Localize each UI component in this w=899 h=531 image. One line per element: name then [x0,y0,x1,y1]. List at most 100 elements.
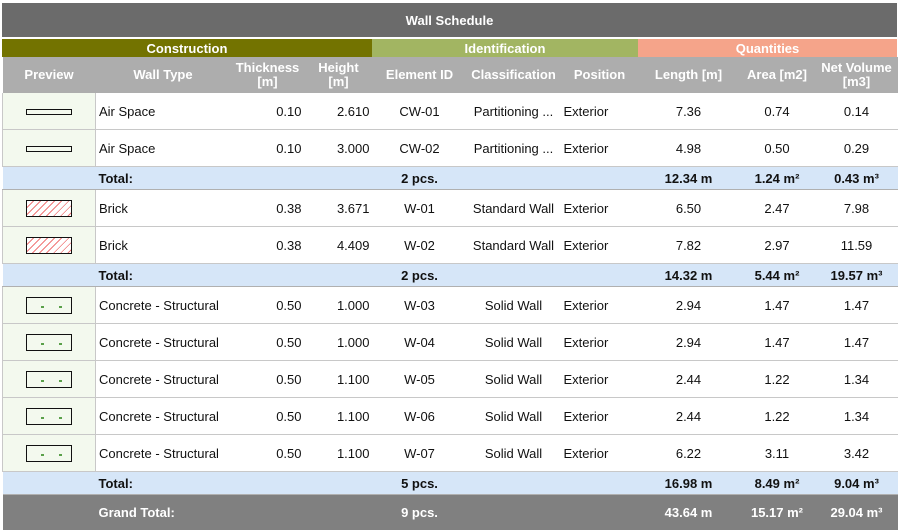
total-count: 2 pcs. [372,166,467,190]
height: 1.100 [304,434,373,472]
position: Exterior [560,434,639,472]
table-row[interactable]: Brick 0.38 4.409 W-02 Standard Wall Exterior 7… [2,226,898,264]
preview-cell [2,323,96,361]
column-header-preview[interactable]: Preview [2,57,96,93]
spacer [466,263,561,287]
area: 2.97 [738,226,816,264]
wall-type: Air Space [95,93,231,130]
concrete-swatch-icon [26,444,72,462]
height: 1.100 [304,360,373,398]
subtotal-row: Total: 2 pcs. 12.34 m 1.24 m² 0.43 m³ [2,166,898,190]
spacer [230,471,305,495]
air-space-swatch-icon [26,109,72,116]
net-volume: 0.14 [815,93,898,130]
spacer [560,494,639,530]
total-label: Grand Total: [95,494,231,530]
table-row[interactable]: Concrete - Structural 0.50 1.100 W-05 Solid … [2,360,898,398]
net-volume: 1.34 [815,360,898,398]
thickness: 0.10 [230,129,305,167]
length: 2.44 [638,397,739,435]
height: 2.610 [304,93,373,130]
column-header-thickness[interactable]: Thickness [m] [230,57,305,93]
total-area: 1.24 m² [738,166,816,190]
column-header-row: Preview Wall Type Thickness [m] Height [m] E… [2,57,898,93]
total-label: Total: [95,166,231,190]
preview-cell [2,434,96,472]
grand-total-row: Grand Total: 9 pcs. 43.64 m 15.17 m² 29.04 m… [2,494,898,530]
total-area: 5.44 m² [738,263,816,287]
wall-type: Brick [95,189,231,227]
column-header-wall-type[interactable]: Wall Type [95,57,231,93]
spacer [466,166,561,190]
height: 1.100 [304,397,373,435]
area: 0.50 [738,129,816,167]
column-header-height[interactable]: Height [m] [304,57,373,93]
element-id: W-07 [372,434,467,472]
total-area: 8.49 m² [738,471,816,495]
table-row[interactable]: Concrete - Structural 0.50 1.000 W-04 Solid … [2,323,898,361]
element-id: W-06 [372,397,467,435]
element-id: W-01 [372,189,467,227]
length: 6.22 [638,434,739,472]
total-count: 5 pcs. [372,471,467,495]
wall-type: Concrete - Structural [95,397,231,435]
brick-swatch-icon [26,236,72,254]
spacer [560,471,639,495]
classification: Standard Wall [466,226,561,264]
length: 6.50 [638,189,739,227]
net-volume: 7.98 [815,189,898,227]
column-header-net-volume[interactable]: Net Volume [m3] [815,57,898,93]
table-row[interactable]: Concrete - Structural 0.50 1.100 W-07 Solid … [2,434,898,472]
total-label: Total: [95,263,231,287]
group-quantities: Quantities [638,39,897,57]
wall-type: Concrete - Structural [95,360,231,398]
preview-cell [2,93,96,130]
position: Exterior [560,360,639,398]
table-row[interactable]: Concrete - Structural 0.50 1.100 W-06 Solid … [2,397,898,435]
schedule-table: Preview Wall Type Thickness [m] Height [m] E… [2,57,898,530]
spacer [2,166,96,190]
column-header-element-id[interactable]: Element ID [372,57,467,93]
table-row[interactable]: Concrete - Structural 0.50 1.000 W-03 Solid … [2,286,898,324]
spacer [304,166,373,190]
table-row[interactable]: Air Space 0.10 3.000 CW-02 Partitioning ... E… [2,129,898,167]
spacer [560,166,639,190]
element-id: W-03 [372,286,467,324]
total-count: 9 pcs. [372,494,467,530]
length: 2.94 [638,323,739,361]
net-volume: 0.29 [815,129,898,167]
table-row[interactable]: Brick 0.38 3.671 W-01 Standard Wall Exterior 6… [2,189,898,227]
area: 0.74 [738,93,816,130]
column-groups: Construction Identification Quantities [2,39,897,57]
preview-cell [2,286,96,324]
position: Exterior [560,129,639,167]
column-header-classification[interactable]: Classification [466,57,561,93]
spacer [466,471,561,495]
element-id: CW-02 [372,129,467,167]
wall-schedule: Wall Schedule Construction Identificatio… [2,3,898,530]
wall-type: Concrete - Structural [95,286,231,324]
element-id: W-02 [372,226,467,264]
height: 3.000 [304,129,373,167]
total-volume: 0.43 m³ [815,166,898,190]
column-header-area[interactable]: Area [m2] [738,57,816,93]
spacer [304,494,373,530]
table-row[interactable]: Air Space 0.10 2.610 CW-01 Partitioning ... E… [2,93,898,130]
position: Exterior [560,323,639,361]
column-header-length[interactable]: Length [m] [638,57,739,93]
preview-cell [2,397,96,435]
classification: Solid Wall [466,434,561,472]
spacer [230,494,305,530]
net-volume: 1.47 [815,286,898,324]
thickness: 0.38 [230,226,305,264]
spacer [560,263,639,287]
spacer [2,263,96,287]
total-count: 2 pcs. [372,263,467,287]
classification: Solid Wall [466,323,561,361]
classification: Solid Wall [466,286,561,324]
column-header-position[interactable]: Position [560,57,639,93]
position: Exterior [560,189,639,227]
preview-cell [2,189,96,227]
spacer [304,471,373,495]
spacer [230,166,305,190]
